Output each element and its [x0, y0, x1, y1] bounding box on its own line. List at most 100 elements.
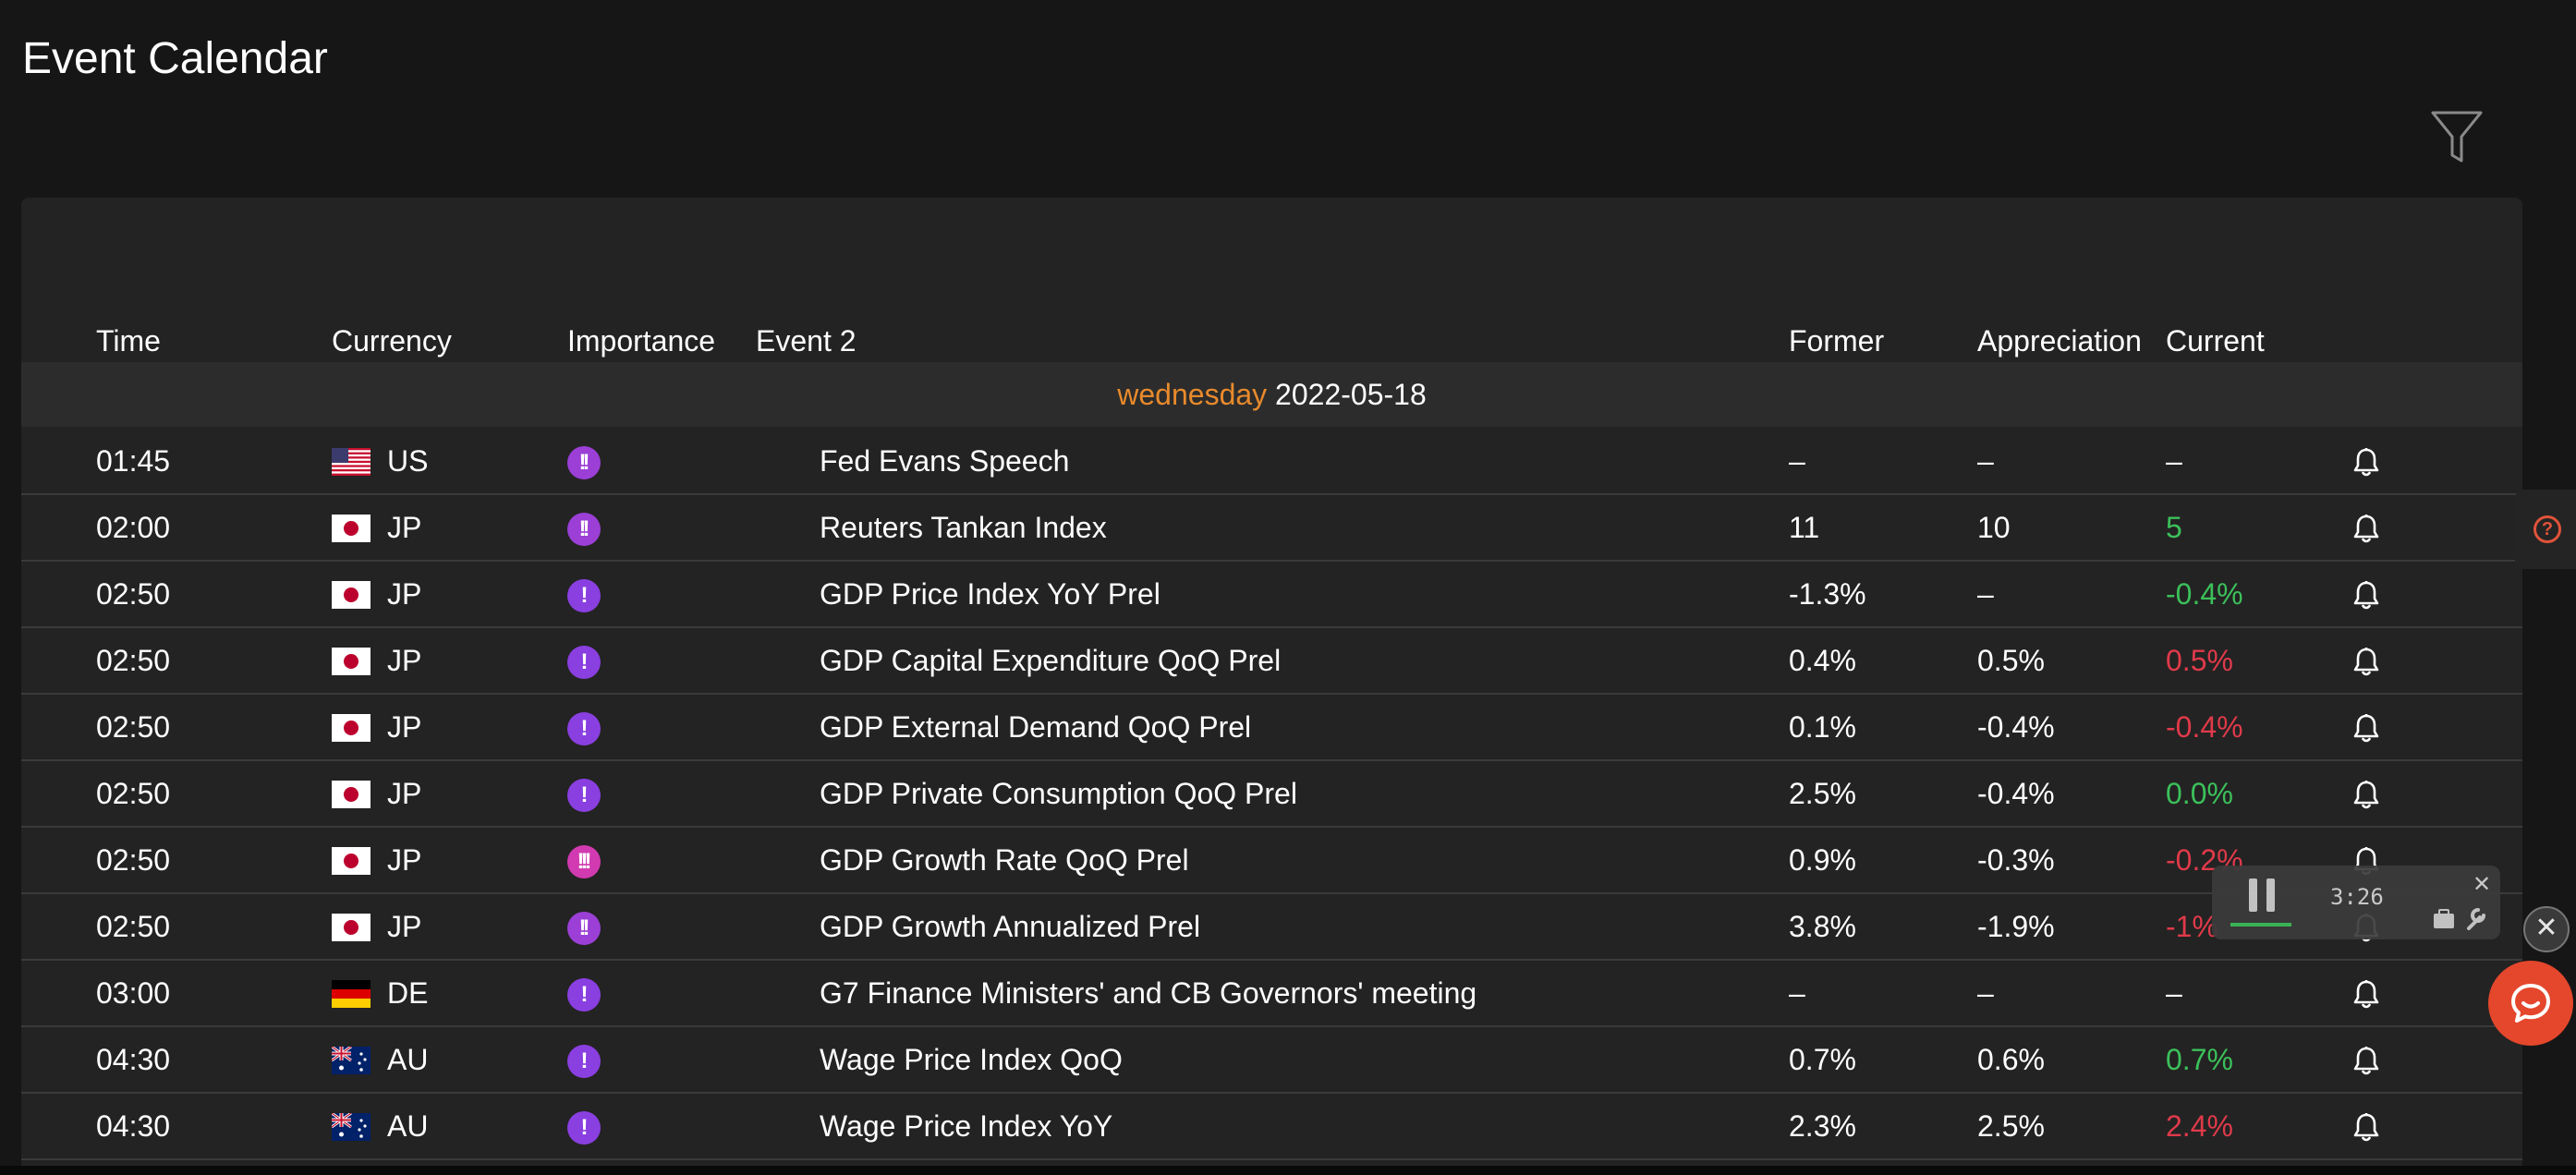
importance-badge: ! [567, 712, 601, 745]
date-weekday: wednesday [1117, 378, 1268, 411]
event-name[interactable]: Wage Price Index YoY [820, 1109, 1113, 1143]
de-flag-icon [332, 980, 371, 1008]
help-tab[interactable]: ? [2515, 490, 2576, 569]
bell-icon[interactable] [2351, 580, 2381, 612]
table-row[interactable]: 02:50 JP! GDP Price Index YoY Prel -1.3% – -0… [21, 562, 2522, 628]
event-name[interactable]: Wage Price Index QoQ [820, 1043, 1123, 1076]
event-name[interactable]: GDP Private Consumption QoQ Prel [820, 777, 1297, 810]
bell-icon[interactable] [2351, 514, 2381, 545]
importance-badge: ! [567, 1111, 601, 1145]
table-row[interactable]: 02:50 JP! GDP External Demand QoQ Prel 0.1%… [21, 695, 2522, 761]
us-flag-icon [332, 448, 371, 476]
event-time: 02:50 [96, 843, 171, 877]
header-importance: Importance [567, 324, 716, 357]
filter-icon [2431, 111, 2483, 163]
importance-badge: !! [567, 513, 601, 546]
table-row[interactable]: 02:50 JP! GDP Private Consumption QoQ Prel… [21, 761, 2522, 828]
event-currency: JP [387, 777, 422, 810]
bell-icon[interactable] [2351, 713, 2381, 745]
event-former: 0.7% [1789, 1043, 1856, 1076]
event-former: 0.4% [1789, 644, 1856, 677]
event-name[interactable]: GDP Capital Expenditure QoQ Prel [820, 644, 1282, 677]
jp-flag-icon [332, 515, 371, 542]
event-name[interactable]: Fed Evans Speech [820, 444, 1070, 478]
jp-flag-icon [332, 847, 371, 875]
event-former: 0.1% [1789, 710, 1856, 744]
event-rows: 01:45 US!! Fed Evans Speech – – – 02:00 JP!! Reu… [21, 429, 2522, 1160]
table-header: Time Currency Importance Event 2 Former … [21, 309, 2522, 373]
event-appreciation: -0.3% [1977, 843, 2055, 877]
event-time: 02:50 [96, 910, 171, 943]
event-appreciation: -0.4% [1977, 777, 2055, 810]
header-event: Event 2 [756, 324, 857, 357]
bell-icon[interactable] [2351, 647, 2381, 678]
event-former: – [1789, 444, 1805, 478]
bell-icon[interactable] [2351, 447, 2381, 478]
event-time: 01:45 [96, 444, 171, 478]
player-close-button[interactable]: ✕ [2473, 872, 2492, 897]
event-current: 2.4% [2166, 1109, 2233, 1143]
event-appreciation: -1.9% [1977, 910, 2055, 943]
jp-flag-icon [332, 914, 371, 941]
table-row[interactable]: 02:50 JP!! GDP Growth Annualized Prel 3.8% -… [21, 894, 2522, 961]
event-time: 03:00 [96, 976, 171, 1010]
bell-icon[interactable] [2351, 1112, 2381, 1144]
header-current: Current [2166, 324, 2265, 357]
table-row[interactable]: 03:00 DE! G7 Finance Ministers' and CB Gov… [21, 961, 2522, 1027]
table-row[interactable]: 02:00 JP!! Reuters Tankan Index 11 10 5 [21, 495, 2522, 562]
event-appreciation: -0.4% [1977, 710, 2055, 744]
player-progress [2230, 923, 2291, 927]
importance-badge: ! [567, 978, 601, 1011]
table-row[interactable]: 02:50 JP! GDP Capital Expenditure QoQ Prel… [21, 628, 2522, 695]
header-currency: Currency [332, 324, 452, 357]
event-former: 3.8% [1789, 910, 1856, 943]
event-currency: JP [387, 843, 422, 877]
event-currency: AU [387, 1109, 429, 1143]
event-appreciation: 0.5% [1977, 644, 2045, 677]
chat-button[interactable] [2488, 961, 2573, 1046]
event-former: 2.5% [1789, 777, 1856, 810]
event-time: 02:50 [96, 777, 171, 810]
event-appreciation: – [1977, 577, 1994, 611]
bell-icon[interactable] [2351, 979, 2381, 1011]
event-name[interactable]: GDP External Demand QoQ Prel [820, 710, 1252, 744]
pause-icon [2249, 878, 2257, 912]
player-tools-icon[interactable] [2432, 904, 2491, 932]
event-time: 02:50 [96, 710, 171, 744]
header-time: Time [96, 324, 161, 357]
table-row[interactable]: 04:30 AU! Wage Price Index QoQ 0.7% 0.6% 0.7% [21, 1027, 2522, 1094]
event-name[interactable]: G7 Finance Ministers' and CB Governors' … [820, 976, 1477, 1010]
bell-icon[interactable] [2351, 780, 2381, 811]
event-name[interactable]: Reuters Tankan Index [820, 511, 1107, 544]
event-name[interactable]: GDP Growth Annualized Prel [820, 910, 1201, 943]
event-former: 2.3% [1789, 1109, 1856, 1143]
event-name[interactable]: GDP Price Index YoY Prel [820, 577, 1160, 611]
player-time: 3:26 [2330, 884, 2384, 910]
event-current: -0.4% [2166, 577, 2243, 611]
bell-icon[interactable] [2351, 1046, 2381, 1077]
importance-badge: ! [567, 646, 601, 679]
event-currency: US [387, 444, 429, 478]
table-row[interactable]: 01:45 US!! Fed Evans Speech – – – [21, 429, 2522, 495]
event-current: -1% [2166, 910, 2218, 943]
event-table-panel: Time Currency Importance Event 2 Former … [21, 198, 2522, 1171]
event-name[interactable]: GDP Growth Rate QoQ Prel [820, 843, 1189, 877]
event-former: – [1789, 976, 1805, 1010]
bottom-bar [0, 1166, 2576, 1175]
video-player-widget: 3:26 ✕ [2212, 866, 2500, 939]
event-current: – [2166, 444, 2182, 478]
importance-badge: ! [567, 579, 601, 612]
event-time: 04:30 [96, 1109, 171, 1143]
table-row[interactable]: 04:30 AU! Wage Price Index YoY 2.3% 2.5% 2.4% [21, 1094, 2522, 1160]
pause-button[interactable] [2249, 878, 2277, 912]
event-former: -1.3% [1789, 577, 1866, 611]
event-current: 0.0% [2166, 777, 2233, 810]
date-group-header: wednesday 2022-05-18 [21, 362, 2522, 427]
event-current: – [2166, 976, 2182, 1010]
close-widget-button[interactable]: ✕ [2523, 906, 2570, 952]
table-row[interactable]: 02:50 JP!!! GDP Growth Rate QoQ Prel 0.9% -0… [21, 828, 2522, 894]
au-flag-icon [332, 1047, 371, 1074]
filter-button[interactable] [2430, 109, 2484, 166]
event-appreciation: 2.5% [1977, 1109, 2045, 1143]
jp-flag-icon [332, 714, 371, 742]
